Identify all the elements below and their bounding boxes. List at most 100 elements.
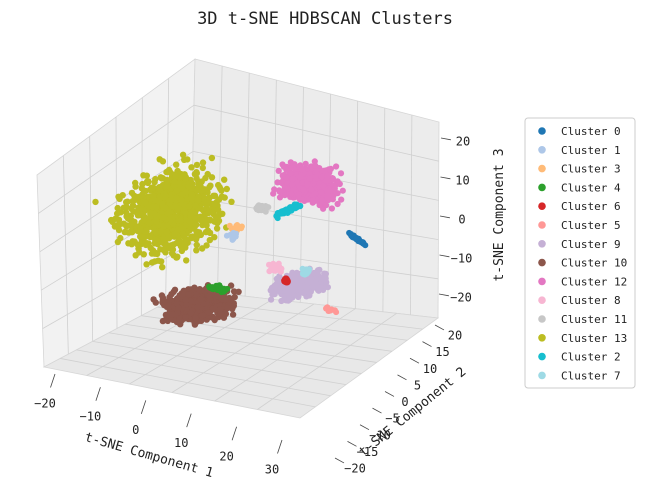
z-tick-label: −10 [451, 252, 473, 266]
x-tick-label-mark [231, 426, 237, 441]
data-point [162, 192, 169, 199]
data-point [358, 239, 365, 246]
data-point [218, 193, 226, 200]
data-point [157, 246, 164, 253]
data-point [186, 218, 194, 225]
data-point [182, 188, 190, 196]
y-tick-label-mark [334, 457, 345, 464]
data-point [330, 176, 337, 183]
data-point [221, 176, 228, 183]
data-point [199, 164, 206, 172]
data-point [326, 187, 333, 194]
data-point [138, 192, 146, 199]
data-point [156, 156, 163, 163]
data-point [187, 211, 194, 218]
legend-marker [538, 240, 546, 248]
data-point [337, 170, 345, 177]
data-point [188, 234, 195, 242]
data-point [205, 209, 212, 217]
data-point [135, 228, 142, 235]
y-tick-label: 0 [401, 395, 408, 409]
data-point [328, 205, 335, 212]
data-point [127, 221, 135, 228]
grid-line [214, 308, 356, 402]
data-point [193, 161, 201, 169]
x-tick-label-mark [140, 400, 147, 415]
data-point [302, 270, 309, 276]
data-point [268, 296, 275, 303]
data-point [173, 295, 181, 302]
y-tick-label-mark [409, 357, 420, 364]
x-tick-label: 0 [132, 423, 139, 437]
data-point [306, 292, 313, 299]
z-tick-label: 20 [456, 135, 470, 149]
data-point [334, 190, 341, 197]
data-point [279, 172, 286, 179]
data-point [270, 261, 277, 268]
data-point [160, 236, 167, 243]
legend-label: Cluster 8 [561, 294, 621, 307]
data-point [193, 241, 200, 249]
data-point [165, 234, 172, 241]
grid-line [410, 114, 413, 315]
data-point [153, 218, 160, 225]
y-tick-label-mark [434, 324, 445, 331]
grid-line [76, 349, 331, 397]
data-point [178, 224, 185, 232]
data-point [182, 175, 189, 182]
data-point [168, 196, 175, 204]
grid-line [89, 136, 94, 342]
data-point [195, 181, 202, 188]
data-point [300, 283, 307, 290]
grid-line [38, 104, 195, 214]
data-point [214, 292, 221, 300]
data-point [159, 200, 166, 208]
data-point [204, 227, 212, 234]
data-point [213, 225, 221, 232]
y-tick-label: −10 [369, 428, 391, 442]
data-point [185, 291, 192, 298]
z-axis-label: t-SNE Component 3 [492, 148, 507, 281]
grid-line [244, 72, 250, 297]
z-tick-label-mark [440, 137, 451, 141]
data-point [182, 209, 189, 216]
data-point [174, 205, 181, 212]
data-point [134, 241, 141, 248]
z-tick-label: 0 [458, 213, 465, 227]
data-point [287, 159, 294, 166]
data-point [119, 192, 126, 199]
data-point [218, 286, 224, 293]
data-point [141, 213, 148, 220]
grid-line [171, 303, 315, 393]
data-point [223, 185, 230, 193]
grid-line [42, 243, 192, 329]
legend-frame [524, 117, 636, 389]
legend-label: Cluster 9 [561, 238, 621, 251]
data-point [208, 284, 215, 291]
data-point [197, 216, 204, 224]
data-point [125, 229, 132, 236]
data-point [235, 288, 242, 295]
data-point [128, 241, 135, 248]
data-point [206, 236, 213, 244]
legend-label: Cluster 1 [561, 144, 621, 157]
grid-line [382, 107, 386, 312]
data-point [295, 285, 302, 293]
data-point [192, 314, 199, 321]
data-point [188, 194, 195, 202]
legend-marker [538, 146, 546, 154]
data-point [112, 215, 119, 222]
data-point [215, 206, 222, 214]
y-tick-label: −5 [385, 412, 399, 426]
data-point [185, 183, 192, 190]
data-point [135, 204, 142, 211]
data-point [222, 287, 229, 294]
x-tick-label: 30 [265, 463, 279, 477]
data-point [187, 309, 195, 317]
y-tick-label-mark [347, 441, 357, 447]
y-tick-label-mark [384, 391, 395, 397]
legend-marker [538, 296, 546, 305]
data-point [131, 196, 139, 203]
legend-marker [538, 258, 546, 267]
